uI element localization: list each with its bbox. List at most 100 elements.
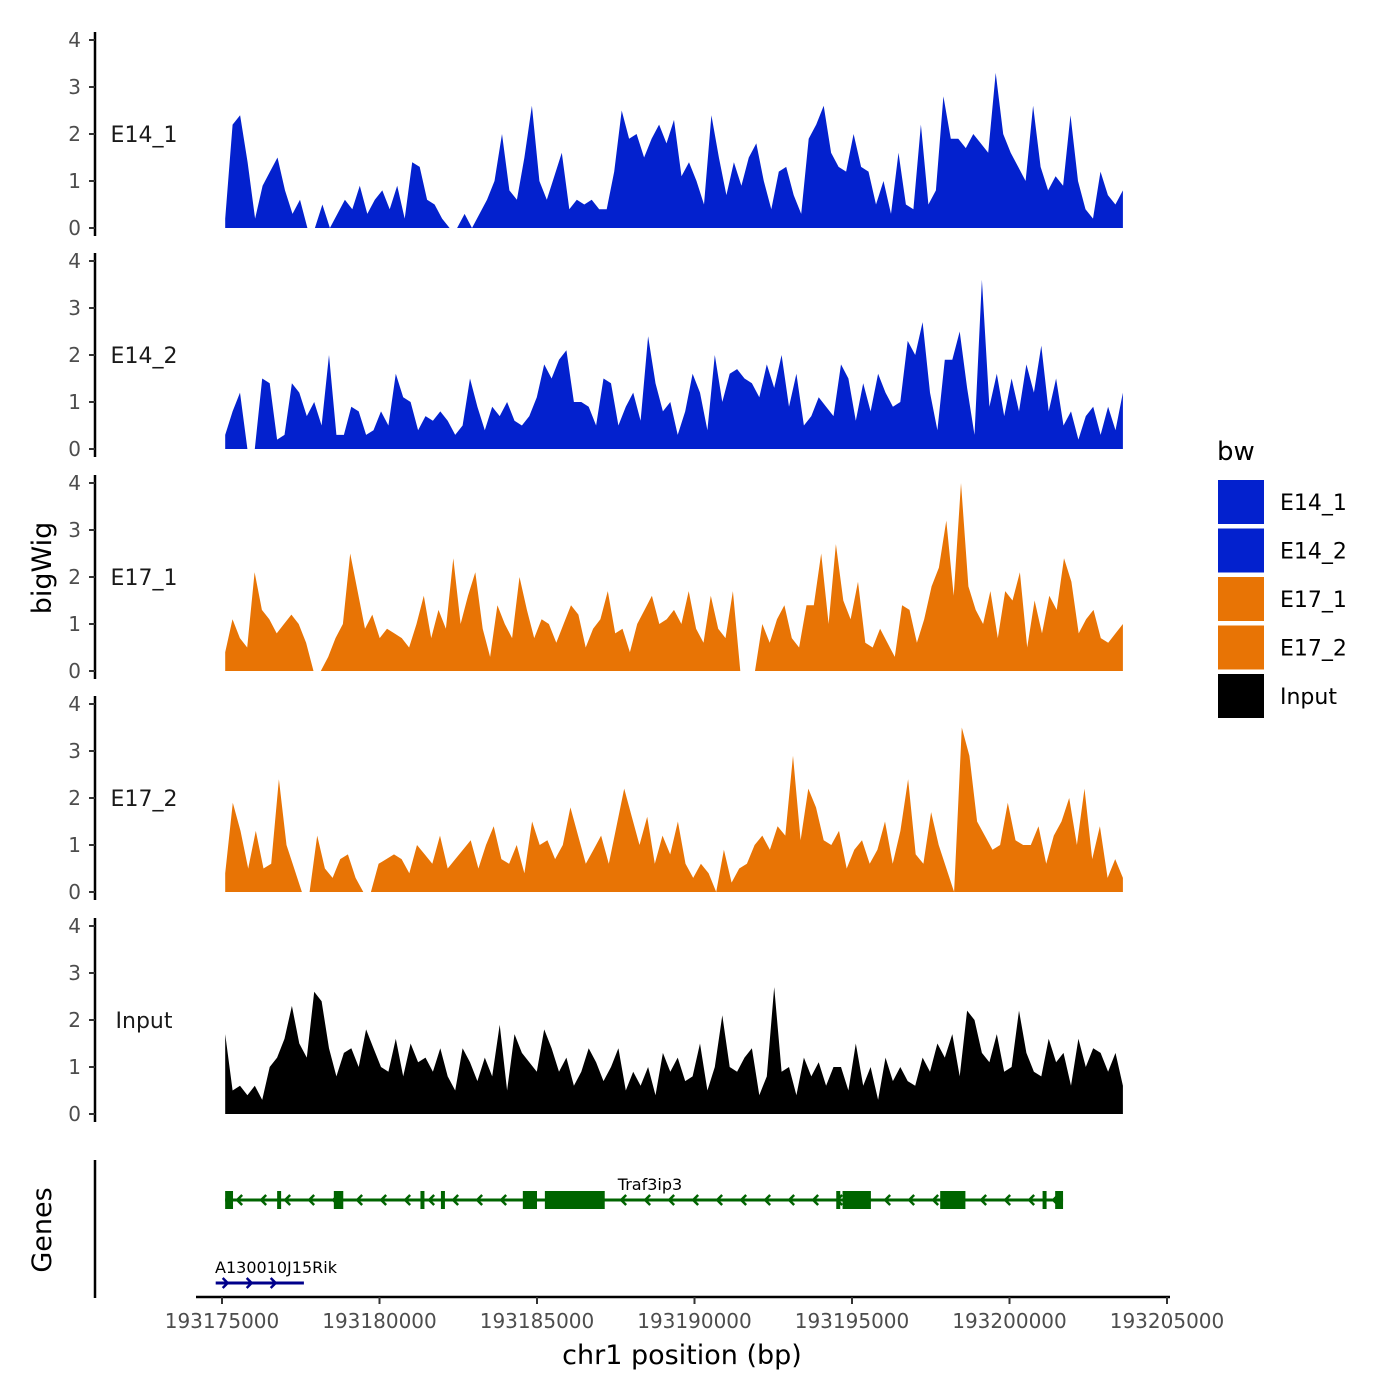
gene-Traf3ip3: Traf3ip3: [225, 1175, 1064, 1209]
y-tick-label: 2: [68, 343, 81, 367]
exon-block: [1055, 1191, 1064, 1209]
strand-arrow-icon: [245, 1277, 254, 1289]
y-tick-label: 4: [68, 914, 81, 938]
gene-A130010J15Rik: A130010J15Rik: [215, 1258, 338, 1289]
legend-item-E17_2: E17_2: [1218, 625, 1347, 670]
y-tick-label: 0: [68, 437, 81, 461]
legend-swatch: [1218, 625, 1264, 670]
strand-arrow-icon: [931, 1194, 940, 1206]
exon-block: [842, 1191, 871, 1209]
y-tick-label: 2: [68, 1008, 81, 1032]
y-tick-label: 2: [68, 786, 81, 810]
strand-arrow-icon: [715, 1194, 724, 1206]
signal-area-E17_2: [225, 727, 1123, 892]
y-tick-label: 1: [68, 1055, 81, 1079]
strand-arrow-icon: [307, 1194, 316, 1206]
y-tick-label: 0: [68, 1102, 81, 1126]
legend-label: E14_2: [1280, 540, 1347, 565]
x-axis-title: chr1 position (bp): [562, 1340, 802, 1371]
y-tick-label: 1: [68, 169, 81, 193]
y-tick-label: 2: [68, 565, 81, 589]
x-tick-label: 193205000: [1110, 1309, 1225, 1333]
strand-arrow-icon: [979, 1194, 988, 1206]
track-label: Input: [116, 1009, 173, 1034]
y-tick-label: 0: [68, 216, 81, 240]
strand-arrow-icon: [427, 1194, 436, 1206]
exon-block: [544, 1191, 605, 1209]
genes-panel-title: Genes: [27, 1187, 58, 1272]
strand-arrow-icon: [763, 1194, 772, 1206]
legend-swatch: [1218, 577, 1264, 621]
strand-arrow-icon: [811, 1194, 820, 1206]
legend-item-Input: Input: [1218, 674, 1337, 718]
track-label: E17_1: [111, 566, 178, 591]
gene-label: A130010J15Rik: [215, 1258, 338, 1277]
legend-swatch: [1218, 528, 1264, 573]
legend-item-E17_1: E17_1: [1218, 577, 1347, 621]
y-tick-label: 3: [68, 75, 81, 99]
exon-block: [522, 1191, 537, 1209]
y-tick-label: 4: [68, 249, 81, 273]
exon-block: [225, 1191, 234, 1209]
strand-arrow-icon: [379, 1194, 388, 1206]
y-tick-label: 4: [68, 692, 81, 716]
x-tick-label: 193190000: [637, 1309, 752, 1333]
track-E17_1: 0 1 2 3 4 E17_1: [68, 471, 1123, 683]
strand-arrow-icon: [883, 1194, 892, 1206]
y-tick-label: 1: [68, 833, 81, 857]
signal-area-E14_2: [225, 279, 1123, 449]
signal-area-Input: [225, 987, 1123, 1114]
signal-area-E17_1: [225, 483, 1123, 671]
x-tick-label: 193175000: [165, 1309, 280, 1333]
strand-arrow-icon: [221, 1277, 230, 1289]
strand-arrow-icon: [907, 1194, 916, 1206]
legend-swatch: [1218, 480, 1264, 524]
strand-arrow-icon: [355, 1194, 364, 1206]
legend-label: E17_1: [1280, 588, 1347, 613]
strand-arrow-icon: [283, 1194, 292, 1206]
strand-arrow-icon: [475, 1194, 484, 1206]
x-tick-label: 193185000: [480, 1309, 595, 1333]
exon-block: [277, 1191, 282, 1209]
y-tick-label: 3: [68, 518, 81, 542]
y-axis-title: bigWig: [27, 522, 58, 615]
exon-block: [940, 1191, 966, 1209]
gene-label: Traf3ip3: [617, 1175, 682, 1194]
strand-arrow-icon: [451, 1194, 460, 1206]
x-tick-label: 193200000: [952, 1309, 1067, 1333]
x-axis: 193175000 193180000 193185000 193190000 1931…: [165, 1295, 1225, 1333]
y-tick-label: 0: [68, 880, 81, 904]
strand-arrow-icon: [739, 1194, 748, 1206]
strand-arrow-icon: [269, 1277, 278, 1289]
track-label: E14_1: [111, 123, 178, 148]
strand-arrow-icon: [643, 1194, 652, 1206]
signal-area-E14_1: [225, 72, 1123, 229]
strand-arrow-icon: [235, 1194, 244, 1206]
strand-arrow-icon: [1027, 1194, 1036, 1206]
legend-item-E14_2: E14_2: [1218, 528, 1347, 573]
track-E14_2: 0 1 2 3 4 E14_2: [68, 249, 1123, 461]
exon-block: [420, 1191, 425, 1209]
strand-arrow-icon: [691, 1194, 700, 1206]
y-tick-label: 0: [68, 659, 81, 683]
strand-arrow-icon: [787, 1194, 796, 1206]
track-label: E14_2: [111, 344, 178, 369]
y-tick-label: 1: [68, 390, 81, 414]
x-tick-label: 193195000: [795, 1309, 910, 1333]
exon-block: [333, 1191, 344, 1209]
genes-panel: Traf3ip3 A130010J15Rik: [93, 1160, 1064, 1298]
exon-block: [836, 1191, 841, 1209]
y-tick-label: 4: [68, 471, 81, 495]
x-tick-label: 193180000: [322, 1309, 437, 1333]
exon-block: [1042, 1191, 1047, 1209]
track-Input: 0 1 2 3 4 Input: [68, 914, 1123, 1126]
y-tick-label: 2: [68, 122, 81, 146]
strand-arrow-icon: [667, 1194, 676, 1206]
track-label: E17_2: [111, 787, 178, 812]
legend-swatch: [1218, 674, 1264, 718]
strand-arrow-icon: [1003, 1194, 1012, 1206]
legend-item-E14_1: E14_1: [1218, 480, 1347, 524]
legend-label: E17_2: [1280, 637, 1347, 662]
y-tick-label: 3: [68, 961, 81, 985]
